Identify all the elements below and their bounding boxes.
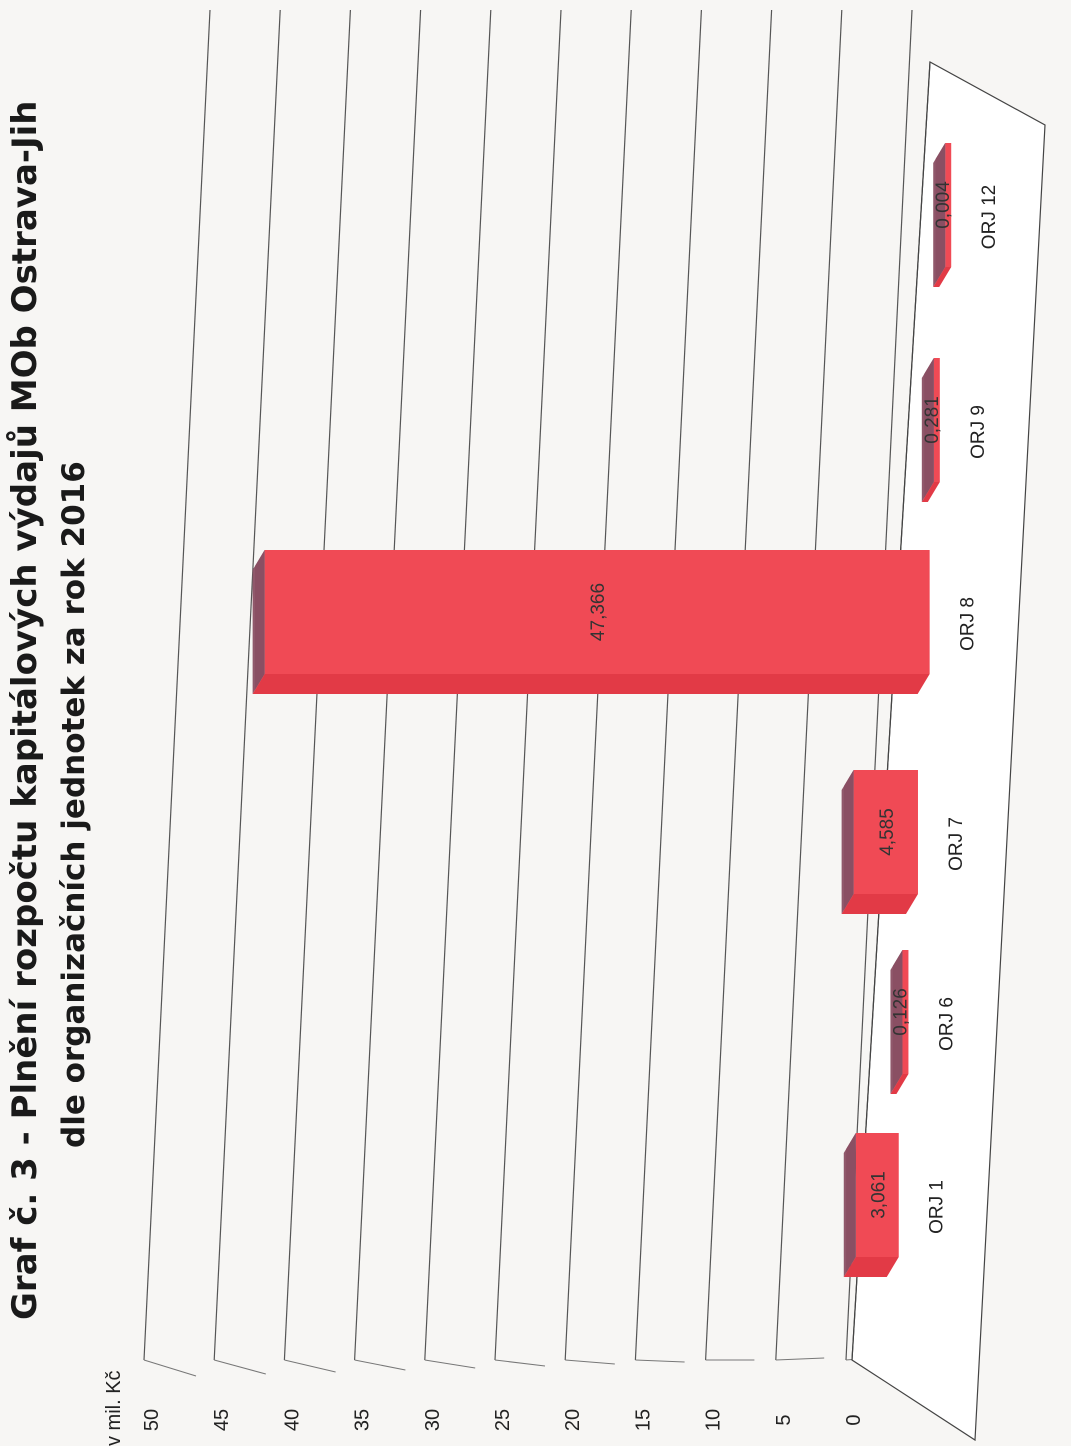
- gridline-depth: [635, 1359, 685, 1363]
- y-tick-label: 10: [703, 1409, 725, 1431]
- x-category-label: ORJ 1: [927, 1180, 948, 1234]
- bar-depth: [843, 1133, 856, 1277]
- chart-title: Graf č. 3 - Plnění rozpočtu kapitálových…: [5, 100, 45, 1320]
- y-tick-label: 35: [352, 1409, 374, 1431]
- y-tick-label: 30: [422, 1409, 444, 1431]
- bar-front: [855, 1133, 899, 1257]
- bar-depth: [252, 550, 265, 694]
- bar-front: [853, 770, 918, 894]
- y-tick-label: 40: [281, 1409, 303, 1431]
- bar-front: [933, 358, 940, 482]
- bar-side: [921, 482, 940, 502]
- bar-depth: [933, 143, 946, 287]
- bar-front: [902, 950, 909, 1074]
- gridline-depth: [494, 1359, 546, 1367]
- bar-depth: [841, 770, 854, 914]
- y-axis-ticks: 0 5 10 15 20 25 30 35 40 45 50: [141, 1409, 865, 1431]
- bar-side: [841, 894, 918, 914]
- gridline-depth: [284, 1359, 336, 1373]
- y-tick-label: 25: [492, 1409, 514, 1431]
- bar-value-label: 0,126: [890, 988, 911, 1036]
- gridline-depth: [214, 1359, 266, 1375]
- x-category-label: ORJ 7: [946, 817, 967, 871]
- y-tick-label: 0: [843, 1414, 865, 1425]
- gridline-depth: [775, 1357, 825, 1361]
- bar-depth: [890, 950, 903, 1094]
- bar-side: [843, 1257, 899, 1277]
- bar-value-label: 3,061: [868, 1171, 889, 1219]
- gridline-depth: [143, 1359, 197, 1377]
- gridline-depth: [424, 1359, 476, 1369]
- bar-value-label: 4,585: [877, 808, 898, 856]
- bar-depth: [921, 358, 934, 502]
- chart-subtitle: dle organizačních jednotek za rok 2016: [56, 461, 92, 1148]
- bar-side: [933, 267, 952, 287]
- y-tick-label: 45: [211, 1409, 233, 1431]
- x-category-label: ORJ 6: [936, 997, 957, 1051]
- y-axis-unit-label: v mil. Kč: [103, 1370, 125, 1446]
- y-tick-label: 20: [562, 1409, 584, 1431]
- gridline-depth: [354, 1359, 406, 1371]
- bar-value-label: 0,004: [933, 181, 954, 229]
- gridline: [213, 9, 281, 1361]
- bar-value-label: 47,366: [588, 583, 609, 641]
- bar-front: [264, 550, 930, 674]
- y-tick-label: 5: [773, 1414, 795, 1425]
- bar-front: [945, 143, 952, 267]
- x-category-label: ORJ 12: [979, 185, 1000, 249]
- x-axis-categories: ORJ 1 ORJ 6 ORJ 7 ORJ 8 ORJ 9 ORJ 12: [927, 185, 1000, 1234]
- bar-value-label: 0,281: [922, 396, 943, 444]
- gridline-depth: [565, 1359, 615, 1365]
- gridline: [143, 9, 211, 1361]
- bar-side: [890, 1074, 909, 1094]
- bar-side: [252, 674, 930, 694]
- y-tick-label: 50: [141, 1409, 163, 1431]
- y-tick-label: 15: [632, 1409, 654, 1431]
- x-category-label: ORJ 8: [958, 597, 979, 651]
- x-category-label: ORJ 9: [968, 405, 989, 459]
- bars: 3,061 0,126 4,585 47,366 0,281 0,004: [252, 143, 954, 1277]
